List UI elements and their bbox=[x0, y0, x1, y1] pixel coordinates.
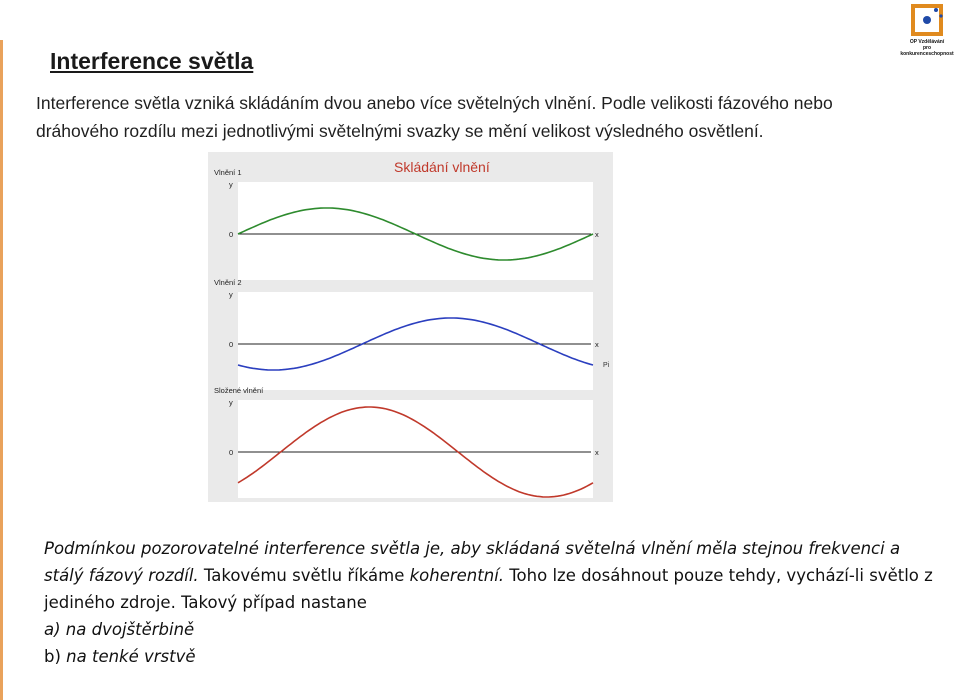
logo-line-1: OP Vzdělávání bbox=[909, 39, 945, 45]
x-axis-label: x bbox=[595, 230, 599, 239]
conditions-text: Podmínkou pozorovatelné interference svě… bbox=[44, 535, 934, 670]
y-axis-label: y bbox=[229, 290, 233, 299]
case-a: a) na dvojštěrbině bbox=[44, 620, 195, 639]
zero-label: 0 bbox=[229, 448, 233, 457]
wave-curve bbox=[237, 406, 594, 498]
x-axis-label: x bbox=[595, 448, 599, 457]
zero-label: 0 bbox=[229, 340, 233, 349]
figure-side-label: Pi bbox=[603, 362, 610, 369]
y-axis-label: y bbox=[229, 398, 233, 407]
wave-panels: Vlnění 1 y 0 x Vlnění 2 y 0 x Složené vlnění y 0 x bbox=[214, 168, 599, 498]
case-b-prefix: b) bbox=[44, 647, 67, 666]
page-title: Interference světla bbox=[50, 48, 254, 74]
figure-title: Skládání vlnění bbox=[394, 159, 490, 175]
wave-panel-bg bbox=[238, 182, 593, 280]
case-b-text: na tenké vrstvě bbox=[66, 647, 196, 666]
left-accent-rule bbox=[0, 40, 3, 700]
wave-superposition-figure: Skládání vlnění Pi Vlnění 1 y 0 x Vlnění 2 y 0… bbox=[208, 152, 613, 502]
coherent-explanation: Toho lze dosáhnout pouze tehdy, vychází-… bbox=[44, 566, 933, 612]
x-axis-label: x bbox=[595, 340, 599, 349]
wave-panel-label: Vlnění 1 bbox=[214, 168, 242, 177]
coherent-lead: Takovému světlu říkáme bbox=[198, 566, 410, 585]
wave-panel-label: Vlnění 2 bbox=[214, 278, 242, 287]
wave-curve bbox=[237, 317, 594, 371]
wave-curve bbox=[237, 207, 594, 261]
conditions-paragraph: Podmínkou pozorovatelné interference svě… bbox=[44, 535, 934, 616]
condition-statement: Podmínkou pozorovatelné interference svě… bbox=[44, 539, 901, 585]
y-axis-label: y bbox=[229, 180, 233, 189]
intro-paragraph: Interference světla vzniká skládáním dvo… bbox=[36, 93, 833, 141]
op-logo: OP Vzdělávání pro konkurenceschopnost bbox=[896, 2, 958, 57]
logo-emblem-icon bbox=[911, 4, 943, 36]
zero-label: 0 bbox=[229, 230, 233, 239]
wave-panel-label: Složené vlnění bbox=[214, 386, 264, 395]
wave-panel-bg bbox=[238, 292, 593, 390]
wave-figure-svg: Skládání vlnění Pi Vlnění 1 y 0 x Vlnění 2 y 0… bbox=[214, 159, 610, 498]
coherent-term: koherentní. bbox=[409, 566, 505, 585]
logo-line-2: pro konkurenceschopnost bbox=[900, 45, 954, 57]
case-b: b) na tenké vrstvě bbox=[44, 643, 934, 670]
wave-panel-bg bbox=[238, 400, 593, 498]
